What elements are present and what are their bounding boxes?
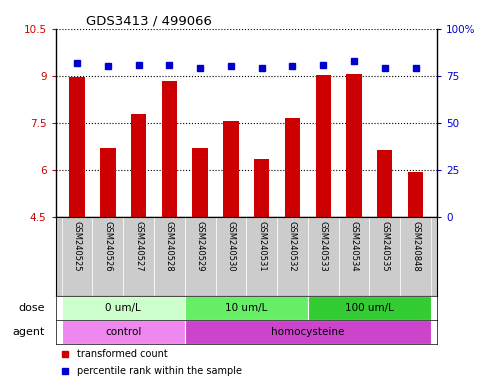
Text: GSM240528: GSM240528: [165, 221, 174, 271]
Text: 0 um/L: 0 um/L: [105, 303, 141, 313]
Text: GSM240529: GSM240529: [196, 221, 205, 271]
Bar: [400, 217, 431, 296]
Bar: [100, 148, 115, 217]
Bar: [246, 217, 277, 296]
Bar: [162, 81, 177, 217]
Text: GSM240526: GSM240526: [103, 221, 113, 271]
Text: GSM240525: GSM240525: [72, 221, 82, 271]
Bar: [408, 172, 423, 217]
Text: control: control: [105, 327, 142, 337]
Bar: [254, 159, 270, 217]
Bar: [62, 320, 185, 344]
Bar: [308, 217, 339, 296]
Bar: [315, 75, 331, 217]
Bar: [70, 78, 85, 217]
Text: 10 um/L: 10 um/L: [225, 303, 268, 313]
Bar: [62, 217, 92, 296]
Bar: [369, 217, 400, 296]
Bar: [154, 217, 185, 296]
Text: percentile rank within the sample: percentile rank within the sample: [76, 366, 242, 376]
Text: GSM240533: GSM240533: [319, 221, 328, 272]
Bar: [131, 114, 146, 217]
Text: GSM240535: GSM240535: [380, 221, 389, 271]
Bar: [308, 296, 431, 320]
Text: 100 um/L: 100 um/L: [345, 303, 394, 313]
Text: GSM240848: GSM240848: [411, 221, 420, 272]
Text: agent: agent: [13, 327, 45, 337]
Text: GSM240534: GSM240534: [350, 221, 358, 271]
Text: GSM240527: GSM240527: [134, 221, 143, 271]
Bar: [277, 217, 308, 296]
Bar: [185, 217, 215, 296]
Bar: [285, 118, 300, 217]
Bar: [185, 320, 431, 344]
Text: dose: dose: [18, 303, 45, 313]
Text: GSM240531: GSM240531: [257, 221, 266, 271]
Bar: [215, 217, 246, 296]
Bar: [377, 150, 393, 217]
Bar: [92, 217, 123, 296]
Bar: [123, 217, 154, 296]
Text: GSM240530: GSM240530: [227, 221, 235, 271]
Bar: [223, 121, 239, 217]
Bar: [185, 296, 308, 320]
Text: transformed count: transformed count: [76, 349, 167, 359]
Text: GDS3413 / 499066: GDS3413 / 499066: [86, 15, 212, 28]
Bar: [62, 296, 185, 320]
Bar: [346, 74, 362, 217]
Text: GSM240532: GSM240532: [288, 221, 297, 271]
Bar: [193, 148, 208, 217]
Bar: [339, 217, 369, 296]
Text: homocysteine: homocysteine: [271, 327, 344, 337]
